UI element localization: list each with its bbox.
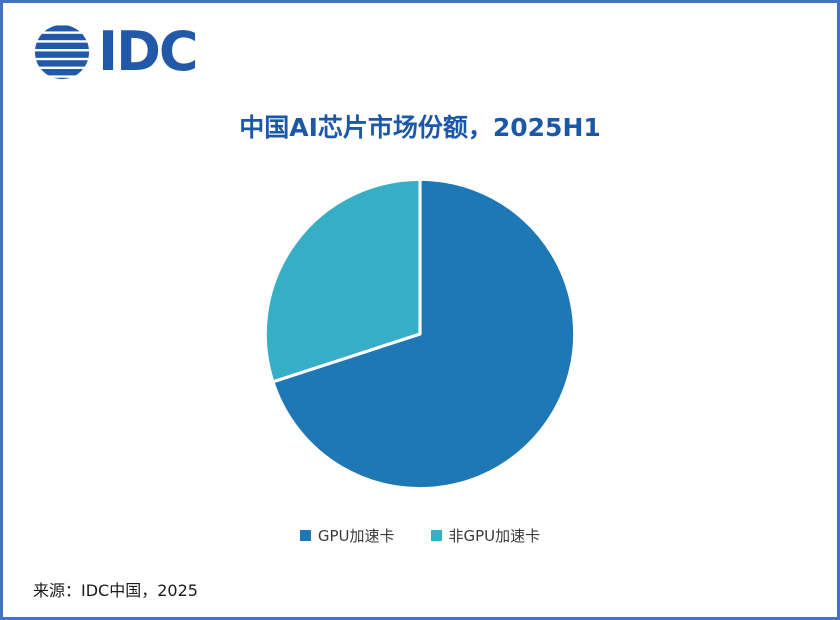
pie-chart (263, 177, 577, 491)
idc-logo: IDC (33, 20, 199, 83)
legend: GPU加速卡 非GPU加速卡 (3, 525, 837, 546)
legend-item-gpu: GPU加速卡 (299, 525, 395, 546)
idc-logo-text: IDC (98, 20, 199, 83)
legend-swatch (299, 530, 311, 541)
idc-globe-icon (34, 25, 90, 80)
legend-label: GPU加速卡 (317, 527, 395, 545)
pie-chart-area (255, 169, 585, 499)
pie-slice-gpu (271, 177, 577, 491)
chart-title: 中国AI芯片市场份额，2025H1 (239, 113, 601, 142)
legend-item-non-gpu: 非GPU加速卡 (430, 525, 541, 546)
legend-label: 非GPU加速卡 (448, 527, 541, 545)
legend-swatch (430, 530, 442, 541)
source-note: 来源：IDC中国，2025 (33, 581, 198, 600)
pie-slice-non-gpu (263, 177, 422, 384)
